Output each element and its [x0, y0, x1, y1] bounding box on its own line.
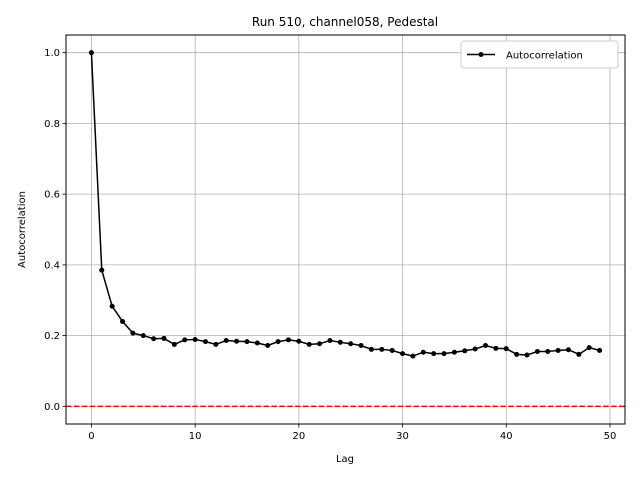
- data-point: [317, 341, 323, 347]
- data-point: [368, 346, 374, 352]
- chart-title: Run 510, channel058, Pedestal: [252, 15, 438, 29]
- data-point: [151, 336, 157, 342]
- data-point: [296, 338, 302, 344]
- y-tick-label: 0.0: [44, 402, 60, 413]
- data-point: [514, 351, 520, 357]
- data-point: [389, 347, 395, 353]
- data-point: [483, 342, 489, 348]
- y-tick-label: 0.2: [44, 331, 60, 342]
- data-point: [462, 348, 468, 354]
- x-tick-label: 20: [292, 431, 305, 442]
- y-tick-label: 0.4: [44, 260, 60, 271]
- data-point: [265, 342, 271, 348]
- legend-entry-label: Autocorrelation: [506, 51, 583, 62]
- data-point: [120, 318, 126, 324]
- grid: [66, 35, 625, 424]
- data-point: [182, 337, 188, 343]
- legend: Autocorrelation: [460, 40, 619, 69]
- data-point: [213, 341, 219, 347]
- data-point: [192, 336, 198, 342]
- data-point: [586, 345, 592, 351]
- data-point: [379, 346, 385, 352]
- data-point: [565, 347, 571, 353]
- data-point: [171, 341, 177, 347]
- data-point: [161, 335, 167, 341]
- data-point: [202, 339, 208, 345]
- data-point: [576, 351, 582, 357]
- data-point: [555, 347, 561, 353]
- y-tick-label: 0.6: [44, 190, 60, 201]
- y-tick-label: 1.0: [44, 48, 60, 59]
- data-point: [234, 338, 240, 344]
- data-point: [244, 339, 250, 345]
- data-point: [358, 342, 364, 348]
- x-tick-label: 10: [189, 431, 202, 442]
- data-point: [254, 340, 260, 346]
- data-point: [348, 341, 354, 347]
- y-axis-label: Autocorrelation: [17, 191, 28, 268]
- x-tick-label: 0: [88, 431, 94, 442]
- data-point: [597, 347, 603, 353]
- data-point: [337, 339, 343, 345]
- data-point: [275, 339, 281, 345]
- data-point: [524, 352, 530, 358]
- data-point: [503, 346, 509, 352]
- data-point: [306, 341, 312, 347]
- x-tick-label: 40: [500, 431, 513, 442]
- data-point: [327, 338, 333, 344]
- legend-box: [460, 40, 619, 69]
- plot-frame: [65, 34, 626, 425]
- data-point: [109, 303, 115, 309]
- data-point: [410, 353, 416, 359]
- x-axis-label: Lag: [336, 454, 354, 465]
- data-point: [431, 351, 437, 357]
- data-point: [420, 349, 426, 355]
- series-layer: [88, 50, 603, 359]
- legend-marker-swatch: [478, 52, 484, 57]
- x-tick-label: 30: [396, 431, 409, 442]
- data-point: [140, 333, 146, 339]
- data-point: [99, 267, 105, 273]
- data-point: [534, 349, 540, 354]
- data-point: [441, 351, 447, 357]
- data-point: [400, 351, 406, 357]
- x-tick-label: 50: [604, 431, 617, 442]
- data-point: [88, 50, 94, 56]
- data-point: [451, 349, 457, 355]
- x-axis-ticks: 0 10 20 30 40 50: [88, 424, 616, 442]
- data-point: [545, 349, 551, 354]
- data-point: [285, 337, 291, 343]
- data-point: [223, 338, 229, 344]
- data-point: [130, 330, 136, 336]
- y-tick-label: 0.8: [44, 119, 60, 130]
- data-point: [472, 346, 478, 352]
- data-point: [493, 345, 499, 351]
- y-axis-ticks: 0.0 0.2 0.4 0.6 0.8 1.0: [44, 48, 66, 413]
